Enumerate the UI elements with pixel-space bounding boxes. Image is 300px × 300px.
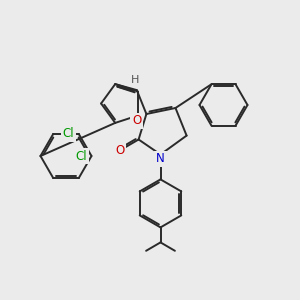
Text: Cl: Cl (63, 128, 74, 140)
Text: O: O (115, 144, 124, 157)
Text: N: N (156, 152, 165, 165)
Text: H: H (131, 76, 140, 85)
Text: O: O (132, 114, 141, 128)
Text: Cl: Cl (75, 149, 87, 163)
